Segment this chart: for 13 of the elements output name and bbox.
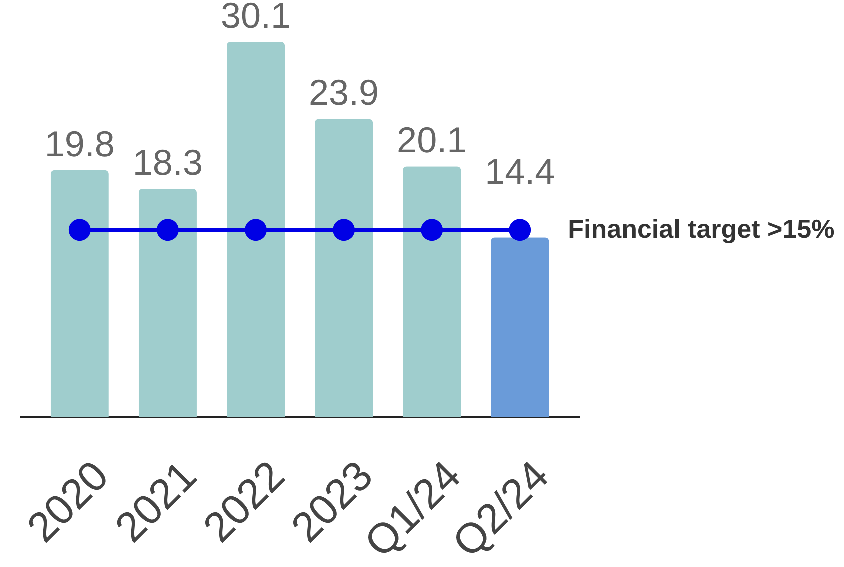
data-label: 18.3: [132, 142, 203, 184]
bar: [138, 189, 197, 417]
data-label: 14.4: [485, 151, 556, 192]
series-label: Financial target >15%: [568, 214, 835, 244]
bar: [403, 166, 462, 417]
data-label: 23.9: [308, 72, 380, 114]
data-label: 30.1: [220, 0, 292, 36]
data-label: 20.1: [397, 120, 468, 161]
bar: [314, 119, 374, 417]
bar: [50, 170, 109, 417]
data-label: 19.8: [44, 123, 115, 164]
bar: [226, 42, 286, 417]
bar: [491, 238, 550, 417]
